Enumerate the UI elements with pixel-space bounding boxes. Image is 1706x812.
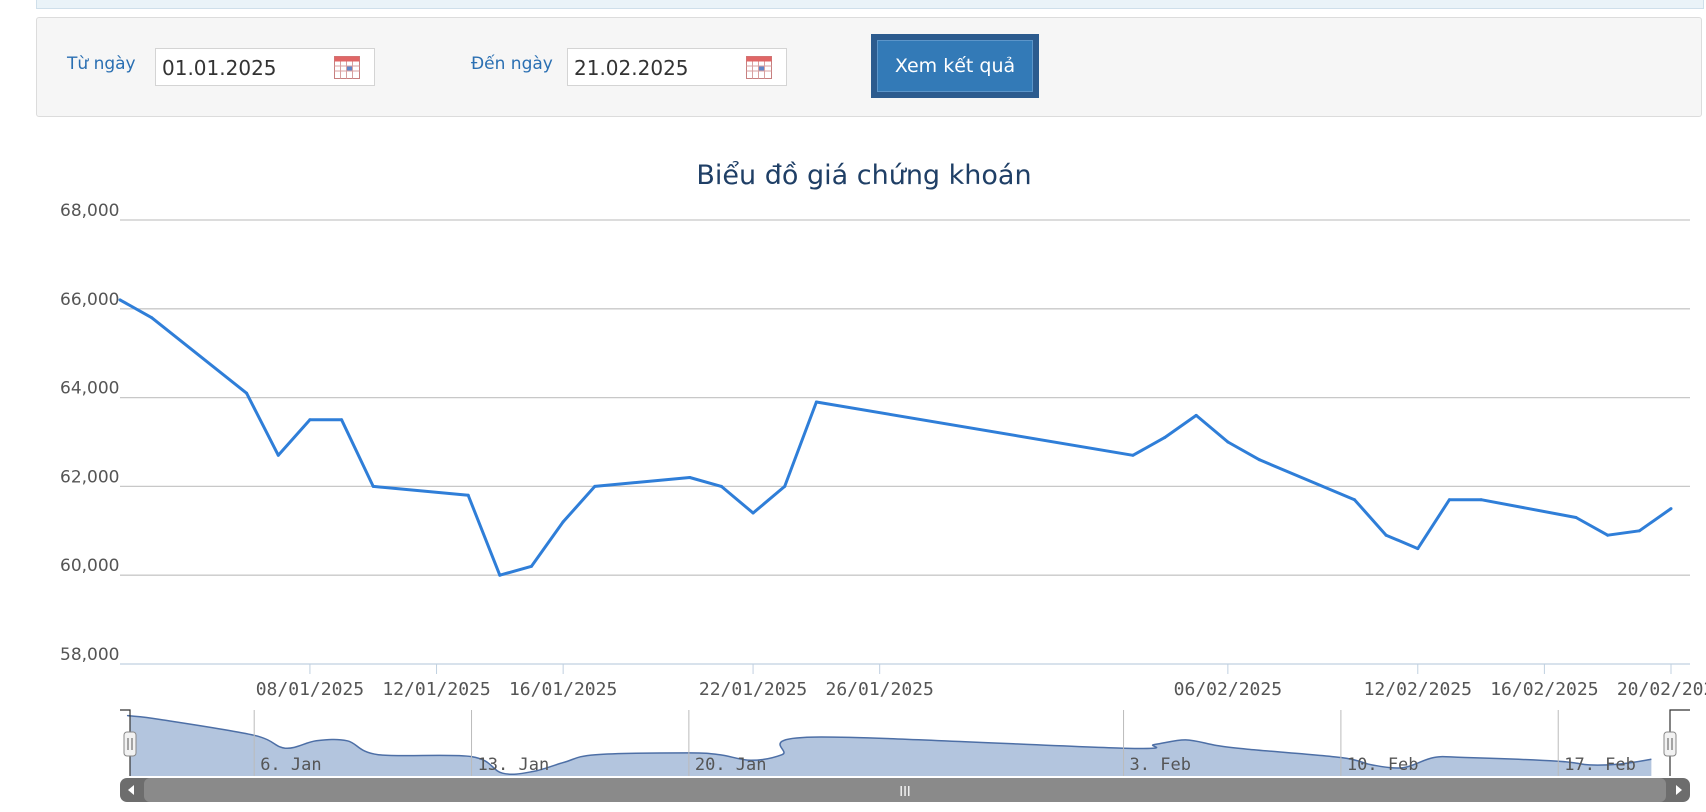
- data-point: [498, 573, 502, 577]
- data-point: [276, 453, 280, 457]
- data-point: [1447, 498, 1451, 502]
- navigator-tick-label: 3. Feb: [1130, 755, 1191, 775]
- from-date-input[interactable]: 01.01.2025: [155, 48, 375, 86]
- data-point: [530, 564, 533, 568]
- scroll-left-arrow-icon[interactable]: [128, 785, 134, 795]
- data-point: [561, 520, 565, 524]
- scroll-right-arrow-icon[interactable]: [1676, 785, 1682, 795]
- y-tick-label: 58,000: [60, 645, 119, 665]
- x-tick-label: 06/02/2025: [1174, 679, 1282, 700]
- y-tick-label: 60,000: [60, 556, 119, 576]
- data-point: [245, 391, 249, 395]
- data-point: [371, 484, 375, 488]
- data-point: [1353, 498, 1356, 502]
- data-point: [688, 476, 692, 479]
- x-tick-label: 12/02/2025: [1364, 679, 1472, 700]
- scrollbar-thumb[interactable]: [144, 778, 1666, 802]
- x-tick-label: 20/02/2025: [1617, 679, 1706, 700]
- data-point: [1669, 507, 1673, 511]
- navigator-tick-label: 20. Jan: [695, 755, 767, 775]
- y-tick-label: 66,000: [60, 290, 119, 310]
- data-point: [814, 400, 818, 404]
- data-point: [1637, 529, 1641, 533]
- navigator-area: [127, 715, 1652, 776]
- to-date-label: Đến ngày: [471, 54, 553, 74]
- chart-title: Biểu đồ giá chứng khoán: [696, 160, 1031, 191]
- x-tick-label: 22/01/2025: [699, 679, 807, 700]
- data-point: [1574, 516, 1578, 519]
- calendar-icon[interactable]: [334, 55, 360, 79]
- to-date-value: 21.02.2025: [574, 56, 689, 80]
- data-point: [1479, 498, 1483, 502]
- data-point: [466, 493, 470, 497]
- y-axis-labels: 68,000 66,000 64,000 62,000 60,000 58,000: [60, 201, 119, 665]
- navigator-tick-label: 13. Jan: [478, 755, 550, 775]
- y-tick-label: 62,000: [60, 467, 119, 487]
- from-date-label: Từ ngày: [67, 54, 136, 74]
- navigator-tick-label: 10. Feb: [1347, 755, 1419, 775]
- navigator-line: [126, 714, 1652, 775]
- data-point: [719, 484, 723, 488]
- data-point: [1163, 436, 1167, 440]
- data-point: [1226, 440, 1230, 444]
- data-point: [1258, 458, 1261, 462]
- navigator-tick-label: 17. Feb: [1564, 755, 1636, 775]
- navigator-right-handle[interactable]: [1663, 731, 1677, 757]
- handle-box[interactable]: [123, 731, 137, 757]
- data-point: [1416, 547, 1420, 551]
- grid-lines: [120, 219, 1690, 665]
- x-tick-label: 08/01/2025: [256, 679, 364, 700]
- data-point: [1131, 453, 1135, 457]
- price-series: [118, 298, 1673, 577]
- navigator[interactable]: 6. Jan 13. Jan 20. Jan 3. Feb 10. Feb 17. Feb…: [120, 709, 1692, 802]
- navigator-scrollbar[interactable]: III: [120, 778, 1690, 802]
- y-tick-label: 68,000: [60, 201, 119, 221]
- x-tick-label: 12/01/2025: [382, 679, 490, 700]
- data-point: [1606, 533, 1610, 537]
- stock-price-chart: Biểu đồ giá chứng khoán 68,000 66,000 64,0…: [60, 160, 1706, 802]
- data-point: [783, 484, 787, 488]
- date-filter-panel: Từ ngày 01.01.2025 Đến ngày 21.02.2025 X…: [36, 17, 1702, 117]
- price-line: [119, 298, 1672, 577]
- view-results-button[interactable]: Xem kết quả: [871, 34, 1039, 98]
- calendar-icon[interactable]: [746, 55, 772, 79]
- from-date-value: 01.01.2025: [162, 56, 277, 80]
- handle-box[interactable]: [1663, 731, 1677, 757]
- data-point: [593, 484, 597, 488]
- data-point: [1384, 533, 1388, 537]
- data-point: [118, 298, 122, 302]
- top-strip: [36, 0, 1704, 9]
- navigator-left-handle[interactable]: [123, 731, 137, 757]
- x-tick-label: 16/02/2025: [1490, 679, 1598, 700]
- data-point: [150, 316, 154, 320]
- view-results-label: Xem kết quả: [877, 40, 1033, 92]
- data-point: [751, 511, 755, 515]
- y-tick-label: 64,000: [60, 379, 119, 399]
- x-tick-label: 16/01/2025: [509, 679, 617, 700]
- x-axis-labels: 08/01/2025 12/01/2025 16/01/2025 22/01/2025…: [256, 664, 1706, 700]
- data-point: [340, 418, 344, 422]
- scrollbar-grip: III: [899, 785, 911, 800]
- data-point: [1194, 413, 1198, 417]
- data-point: [308, 418, 312, 422]
- to-date-input[interactable]: 21.02.2025: [567, 48, 787, 86]
- navigator-tick-label: 6. Jan: [260, 755, 321, 775]
- x-tick-label: 26/01/2025: [825, 679, 933, 700]
